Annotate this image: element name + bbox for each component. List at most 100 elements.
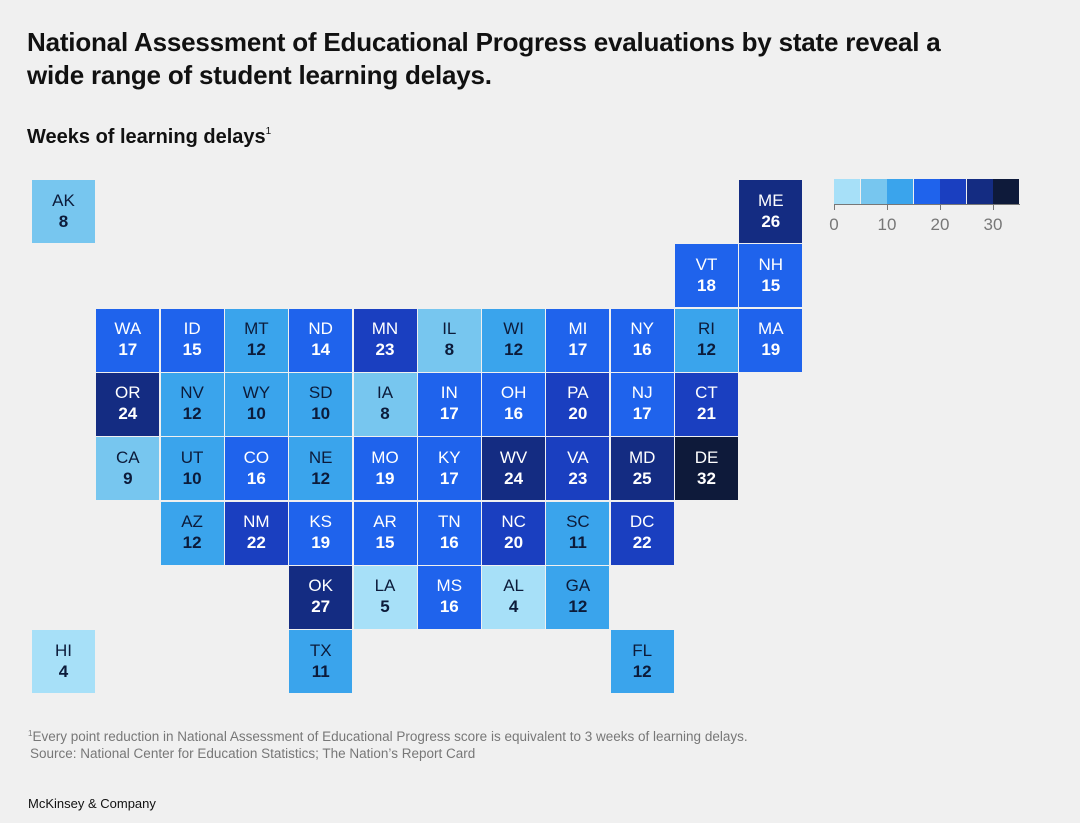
state-abbr: CT <box>695 383 718 403</box>
state-value: 26 <box>761 211 781 231</box>
state-tile-ak: AK 8 <box>32 180 95 243</box>
legend-swatch-1 <box>860 179 887 204</box>
legend-tick-1 <box>887 204 888 210</box>
state-value: 8 <box>380 404 390 424</box>
state-tile-nd: ND 14 <box>289 308 353 372</box>
state-tile-pa: PA 20 <box>546 372 610 436</box>
state-tile-hi: HI 4 <box>32 630 95 694</box>
state-abbr: VT <box>695 254 718 274</box>
state-abbr: ME <box>758 190 784 210</box>
footnote: 1Every point reduction in National Asses… <box>28 725 748 762</box>
state-tile-tx: TX 11 <box>289 630 353 694</box>
subtitle-text: Weeks of learning delays <box>27 126 266 148</box>
state-value: 22 <box>246 533 266 552</box>
state-tile-wa: WA 17 <box>96 308 160 372</box>
state-value: 16 <box>439 597 459 617</box>
state-value: 11 <box>311 661 330 681</box>
source-note: Source: National Center for Education St… <box>30 746 476 761</box>
state-tile-wi: WI 12 <box>482 308 546 372</box>
state-value: 15 <box>375 533 395 552</box>
state-abbr: RI <box>698 319 715 339</box>
state-value: 9 <box>123 468 133 488</box>
state-value: 17 <box>568 340 588 360</box>
state-tile-tn: TN 16 <box>417 501 481 565</box>
state-value: 10 <box>311 404 331 424</box>
state-abbr: ND <box>308 319 333 339</box>
state-value: 12 <box>246 340 266 360</box>
state-tile-co: CO 16 <box>224 437 288 501</box>
state-value: 25 <box>632 468 652 488</box>
state-abbr: TN <box>437 512 461 531</box>
state-tile-az: AZ 12 <box>160 501 224 565</box>
footnote-text: Every point reduction in National Assess… <box>32 729 748 744</box>
state-tile-mn: MN 23 <box>353 308 417 372</box>
state-tile-ga: GA 12 <box>546 565 610 629</box>
state-tile-de: DE 32 <box>675 437 738 501</box>
state-tile-ne: NE 12 <box>289 437 353 501</box>
state-value: 19 <box>311 533 331 552</box>
legend-tick-label-0: 0 <box>829 215 839 234</box>
state-tile-ca: CA 9 <box>96 437 160 501</box>
state-value: 17 <box>118 340 138 360</box>
state-value: 16 <box>504 404 524 424</box>
chart-title: National Assessment of Educational Progr… <box>27 27 941 90</box>
legend-swatch-6 <box>993 179 1019 204</box>
state-value: 32 <box>697 468 716 488</box>
state-tile-fl: FL 12 <box>610 630 674 694</box>
state-abbr: OR <box>115 383 141 403</box>
state-value: 21 <box>697 404 716 424</box>
state-abbr: LA <box>374 576 396 596</box>
state-abbr: SD <box>308 383 333 403</box>
footnote-marker: 1 <box>28 729 33 738</box>
state-tile-vt: VT 18 <box>675 244 738 308</box>
state-abbr: IN <box>440 383 458 403</box>
state-value: 23 <box>568 468 588 488</box>
state-tile-nc: NC 20 <box>482 501 546 565</box>
state-value: 16 <box>632 340 652 360</box>
state-tile-il: IL 8 <box>417 308 481 372</box>
state-tile-ks: KS 19 <box>289 501 353 565</box>
state-value: 11 <box>568 533 587 552</box>
legend-tick-2 <box>940 204 941 210</box>
state-tile-ct: CT 21 <box>675 372 738 436</box>
state-tile-ia: IA 8 <box>353 372 417 436</box>
state-abbr: PA <box>567 383 589 403</box>
legend-tick-3 <box>993 204 994 210</box>
state-abbr: NJ <box>631 383 653 403</box>
state-abbr: MS <box>436 576 463 596</box>
state-value: 17 <box>439 468 459 488</box>
state-value: 16 <box>439 533 459 552</box>
state-tile-nm: NM 22 <box>224 501 288 565</box>
state-abbr: OH <box>500 383 527 403</box>
state-abbr: AL <box>503 576 524 596</box>
legend-tick-label-1: 10 <box>877 215 897 234</box>
state-abbr: NH <box>758 254 784 274</box>
state-value: 24 <box>504 468 524 488</box>
state-tile-nj: NJ 17 <box>610 372 674 436</box>
state-value: 12 <box>697 340 716 360</box>
brand-logo-text: McKinsey & Company <box>28 796 156 811</box>
state-tile-dc: DC 22 <box>610 501 674 565</box>
state-tile-mi: MI 17 <box>546 308 610 372</box>
legend-tick-0 <box>834 204 835 210</box>
legend-tick-label-3: 30 <box>983 215 1003 234</box>
state-tile-wv: WV 24 <box>482 437 546 501</box>
state-abbr: ID <box>183 319 201 339</box>
state-tile-va: VA 23 <box>546 437 610 501</box>
state-tile-md: MD 25 <box>610 437 674 501</box>
state-value: 18 <box>697 275 716 295</box>
state-abbr: WA <box>114 319 142 339</box>
state-value: 27 <box>311 597 331 617</box>
state-abbr: CA <box>115 447 140 467</box>
state-abbr: SC <box>566 512 590 531</box>
state-value: 15 <box>182 340 202 360</box>
state-tile-ny: NY 16 <box>610 308 674 372</box>
state-tile-id: ID 15 <box>160 308 224 372</box>
state-tile-or: OR 24 <box>96 372 160 436</box>
legend-axis <box>834 204 1020 205</box>
state-abbr: TX <box>309 640 332 660</box>
state-abbr: CO <box>243 447 270 467</box>
state-abbr: UT <box>180 447 204 467</box>
legend-tick-label-2: 20 <box>930 215 950 234</box>
state-value: 14 <box>311 340 331 360</box>
